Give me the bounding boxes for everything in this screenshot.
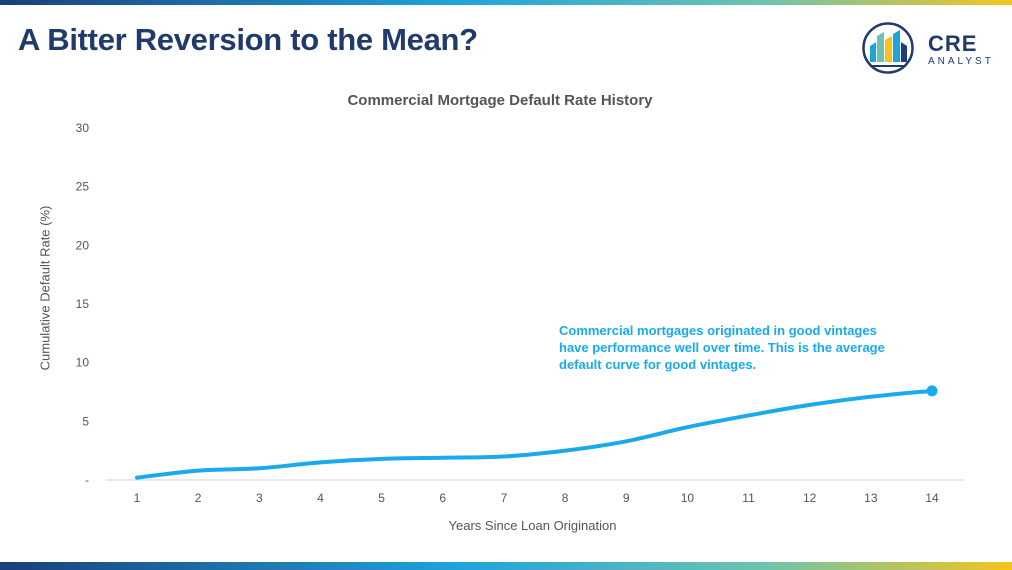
slide-title: A Bitter Reversion to the Mean?	[18, 22, 478, 57]
x-tick-label: 7	[501, 491, 508, 505]
chart-title: Commercial Mortgage Default Rate History	[347, 92, 653, 109]
y-tick-label: 20	[76, 238, 90, 252]
series-line	[135, 388, 934, 480]
x-tick-label: 3	[256, 491, 263, 505]
x-axis-label: Years Since Loan Origination	[448, 518, 617, 533]
x-tick-label: 4	[317, 491, 324, 505]
cre-analyst-logo: CRE ANALYST	[862, 22, 1002, 78]
series-end-point	[926, 385, 938, 397]
x-tick-label: 10	[681, 491, 695, 505]
x-tick-label: 2	[195, 491, 202, 505]
logo-text-cre: CRE	[928, 31, 978, 56]
x-tick-label: 11	[742, 491, 755, 505]
x-tick-label: 8	[562, 491, 569, 505]
city-skyline-logo-icon	[862, 22, 914, 74]
x-tick-label: 5	[378, 491, 385, 505]
x-tick-label: 14	[925, 491, 939, 505]
y-tick-label: 15	[76, 297, 90, 311]
x-tick-label: 13	[864, 491, 878, 505]
y-tick-label: 30	[76, 121, 90, 135]
y-tick-label: -	[85, 473, 89, 487]
bottom-accent-band	[0, 562, 1012, 570]
x-tick-label: 6	[439, 491, 446, 505]
y-tick-label: 25	[76, 180, 90, 194]
y-tick-label: 10	[76, 356, 90, 370]
logo-text-analyst: ANALYST	[928, 56, 994, 67]
x-tick-label: 9	[623, 491, 630, 505]
chart-annotation: Commercial mortgages originated in good …	[559, 323, 885, 372]
y-axis-label: Cumulative Default Rate (%)	[37, 205, 53, 371]
x-tick-label: 1	[134, 491, 141, 505]
x-tick-label: 12	[803, 491, 817, 505]
top-accent-band	[0, 0, 1012, 5]
y-tick-label: 5	[82, 414, 89, 428]
